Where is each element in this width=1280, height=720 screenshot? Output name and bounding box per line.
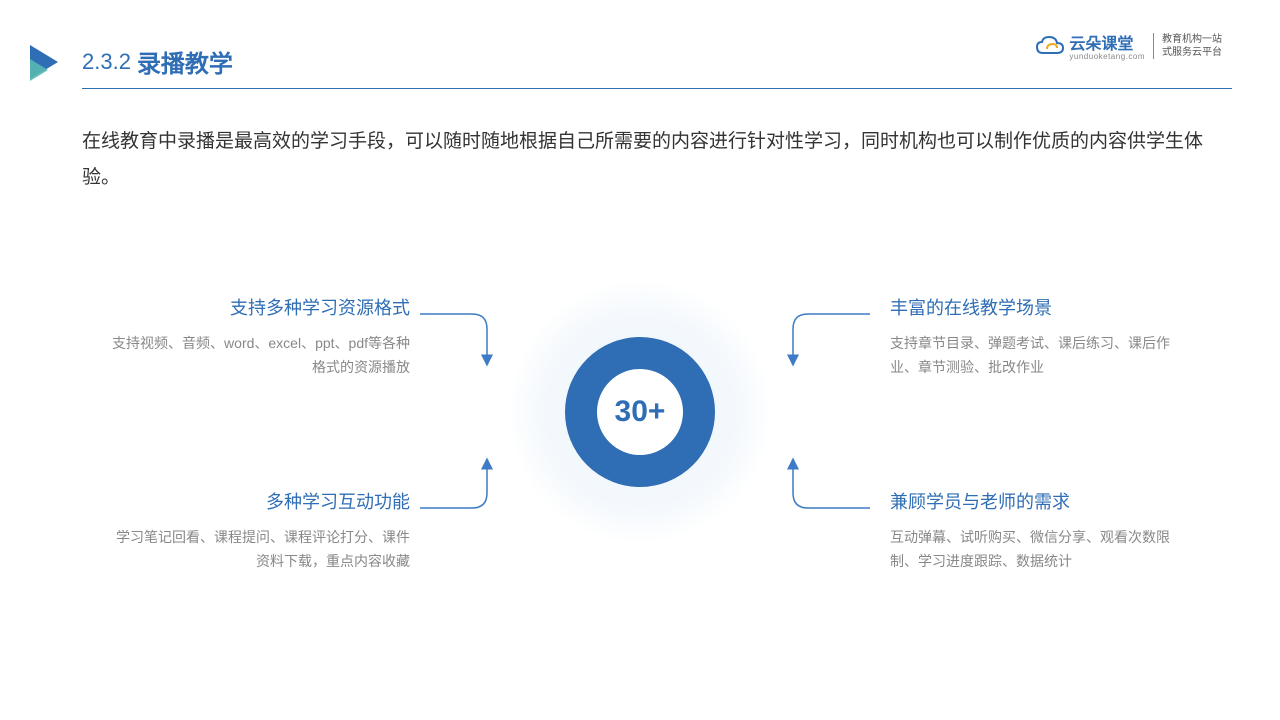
feature-desc: 支持视频、音频、word、excel、ppt、pdf等各种格式的资源播放 [110,332,410,380]
feature-bottom-right: 兼顾学员与老师的需求 互动弹幕、试听购买、微信分享、观看次数限制、学习进度跟踪、… [890,488,1190,574]
title-underline [82,88,1232,89]
feature-bottom-left: 多种学习互动功能 学习笔记回看、课程提问、课程评论打分、课件资料下载，重点内容收… [110,488,410,574]
feature-top-left: 支持多种学习资源格式 支持视频、音频、word、excel、ppt、pdf等各种… [110,294,410,380]
logo-subtext: yunduoketang.com [1069,52,1145,61]
play-icon [30,45,58,79]
logo-brand: 云朵课堂 [1069,36,1133,53]
center-circle-diagram: 30+ [510,282,770,542]
brand-logo: 云朵课堂 yunduoketang.com 教育机构一站 式服务云平台 [1035,30,1232,61]
feature-title: 兼顾学员与老师的需求 [890,488,1190,514]
feature-title: 多种学习互动功能 [110,488,410,514]
intro-paragraph: 在线教育中录播是最高效的学习手段，可以随时随地根据自己所需要的内容进行针对性学习… [82,124,1210,196]
feature-title: 丰富的在线教学场景 [890,294,1190,320]
feature-top-right: 丰富的在线教学场景 支持章节目录、弹题考试、课后练习、课后作业、章节测验、批改作… [890,294,1190,380]
section-number: 2.3.2 [82,49,131,75]
feature-desc: 学习笔记回看、课程提问、课程评论打分、课件资料下载，重点内容收藏 [110,526,410,574]
section-title: 录播教学 [137,44,233,79]
feature-desc: 支持章节目录、弹题考试、课后练习、课后作业、章节测验、批改作业 [890,332,1190,380]
circle-ring: 30+ [565,337,715,487]
feature-title: 支持多种学习资源格式 [110,294,410,320]
logo-tagline: 教育机构一站 式服务云平台 [1162,33,1232,59]
circle-label: 30+ [615,395,666,429]
cloud-icon [1035,35,1065,57]
feature-desc: 互动弹幕、试听购买、微信分享、观看次数限制、学习进度跟踪、数据统计 [890,526,1190,574]
logo-divider [1153,33,1154,59]
